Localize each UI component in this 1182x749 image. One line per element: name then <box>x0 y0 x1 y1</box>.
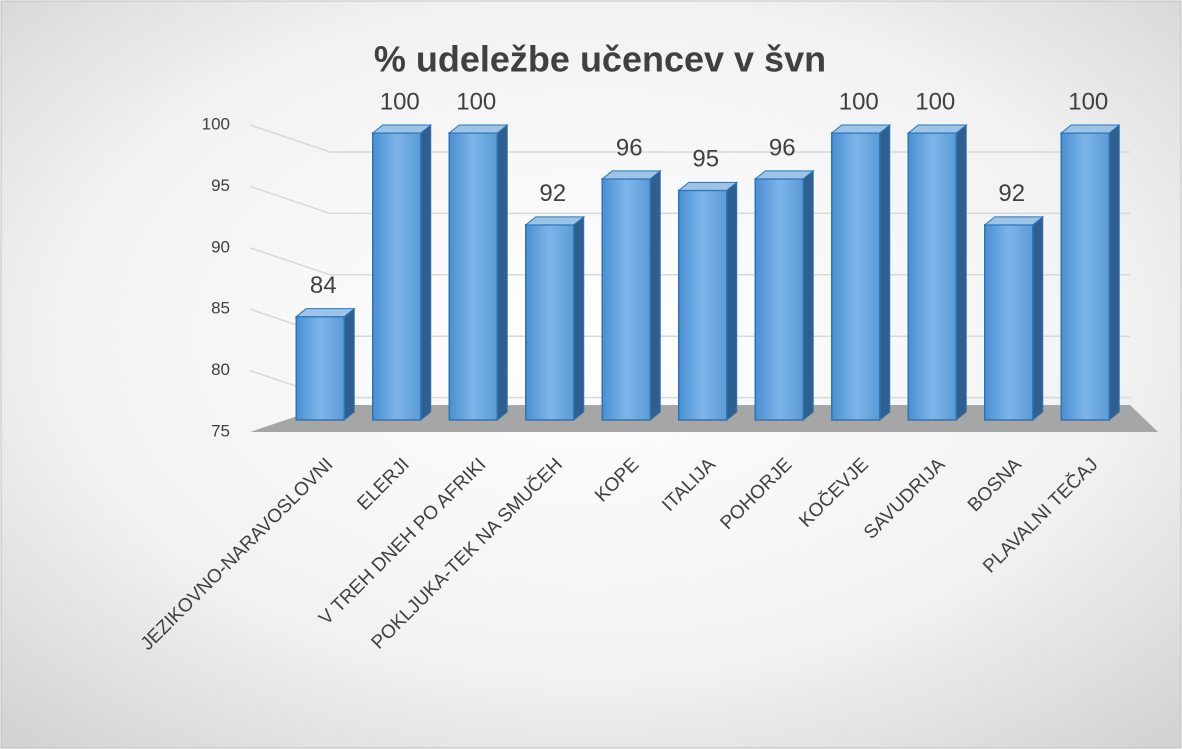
bar-top <box>600 170 662 180</box>
bar-top <box>1059 124 1121 134</box>
bar <box>372 132 422 421</box>
value-label: 92 <box>998 180 1025 207</box>
bar-side <box>1108 123 1120 422</box>
y-tick-label: 85 <box>211 299 230 318</box>
bar-top <box>677 181 739 191</box>
bar-side <box>802 169 814 422</box>
y-tick-label: 75 <box>211 421 230 440</box>
bar-top <box>294 308 356 318</box>
value-label: 96 <box>769 134 796 161</box>
bar-side <box>879 123 891 422</box>
value-label: 95 <box>692 146 719 173</box>
y-tick-label: 90 <box>211 237 230 256</box>
value-label: 100 <box>839 88 879 115</box>
bar <box>678 189 728 421</box>
bar-side <box>496 123 508 422</box>
bar <box>525 224 575 421</box>
bar <box>448 132 498 421</box>
value-label: 92 <box>539 180 566 207</box>
bar-side <box>649 169 661 422</box>
bar <box>601 178 651 421</box>
bar-side <box>343 307 355 422</box>
bar-top <box>753 170 815 180</box>
value-label: 100 <box>1068 88 1108 115</box>
bar-top <box>371 124 433 134</box>
bar-top <box>447 124 509 134</box>
value-label: 100 <box>380 88 420 115</box>
value-label: 100 <box>456 88 496 115</box>
bar <box>984 224 1034 421</box>
bar-side <box>955 123 967 422</box>
y-tick-label: 80 <box>211 360 230 379</box>
bar <box>1060 132 1110 421</box>
bar-side <box>420 123 432 422</box>
y-tick-label: 100 <box>202 114 230 133</box>
bar-top <box>906 124 968 134</box>
value-label: 84 <box>310 272 337 299</box>
value-label: 96 <box>616 134 643 161</box>
y-tick-label: 95 <box>211 176 230 195</box>
bar <box>831 132 881 421</box>
bar <box>295 315 345 421</box>
bar-top <box>983 216 1045 226</box>
bar-side <box>726 181 738 422</box>
bar-side <box>573 215 585 422</box>
value-label: 100 <box>915 88 955 115</box>
bar <box>907 132 957 421</box>
chart-title: % udeležbe učencev v švn <box>374 39 826 80</box>
bar-top <box>524 216 586 226</box>
bar-side <box>1032 215 1044 422</box>
bar-top <box>830 124 892 134</box>
bar <box>754 178 804 421</box>
